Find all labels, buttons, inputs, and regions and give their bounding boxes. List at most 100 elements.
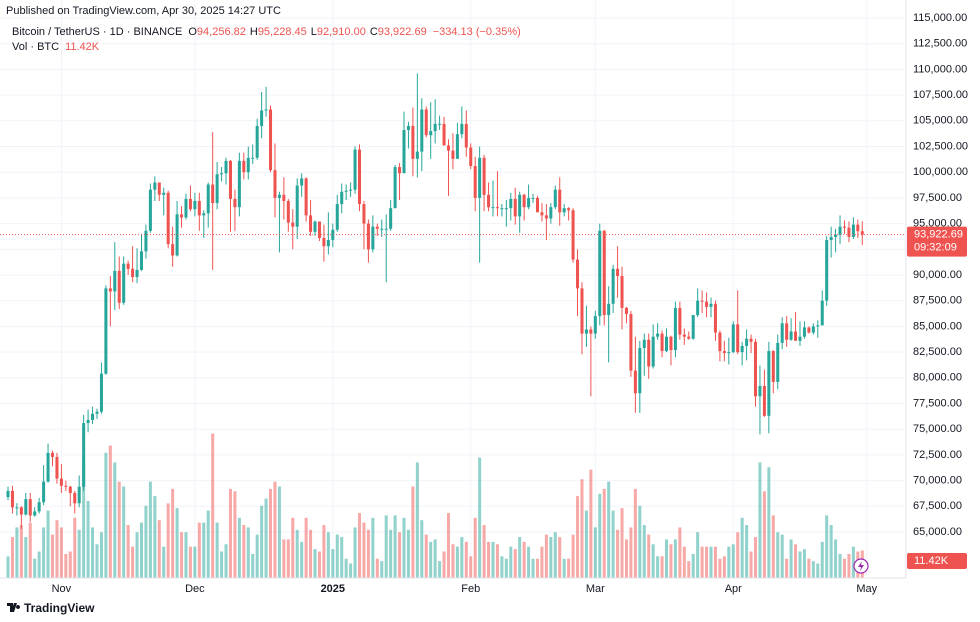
candle-body	[139, 251, 144, 270]
candle-body	[696, 300, 700, 316]
candle-body	[277, 194, 281, 198]
candle-body	[807, 327, 811, 333]
volume-value: 11.42K	[65, 41, 100, 53]
candle-body	[86, 419, 90, 424]
candle-body	[375, 226, 379, 229]
candle-body	[487, 194, 491, 208]
candle-body	[509, 198, 513, 209]
price-badge	[907, 226, 967, 257]
candle-body	[616, 268, 620, 277]
volume-bar	[246, 527, 250, 578]
candle-body	[144, 230, 148, 252]
candle-body	[495, 207, 499, 209]
candle-body	[504, 208, 508, 210]
volume-bar	[335, 534, 339, 578]
candle-body	[384, 228, 388, 230]
volume-bar	[99, 532, 103, 578]
x-tick-label: Feb	[461, 583, 480, 595]
candle-body	[665, 336, 669, 352]
candle-body	[424, 109, 428, 136]
candle-body	[104, 288, 108, 374]
volume-bar	[709, 546, 713, 578]
volume-bar	[117, 481, 121, 578]
volume-bar	[220, 551, 224, 578]
volume-bar	[277, 486, 281, 578]
volume-bar	[504, 558, 508, 578]
x-tick-label: 2025	[321, 583, 345, 595]
candle-body	[491, 207, 495, 209]
volume-bar	[362, 522, 366, 578]
volume-bar	[584, 510, 588, 578]
volume-bar	[349, 563, 353, 578]
volume-bar	[202, 522, 206, 578]
legend-key: O	[188, 26, 197, 38]
candle-body	[482, 157, 486, 195]
alert-icon[interactable]	[853, 558, 869, 574]
volume-bar	[482, 525, 486, 578]
volume-bar	[300, 541, 304, 578]
candle-body	[10, 490, 14, 508]
volume-bar	[602, 488, 606, 578]
y-tick-label: 112,500.00	[913, 38, 967, 50]
volume-bar	[629, 527, 633, 578]
volume-bar	[531, 558, 535, 578]
volume-bar	[838, 553, 842, 578]
candle-body	[19, 507, 23, 515]
volume-bar	[451, 544, 455, 578]
candle-body	[331, 229, 335, 241]
candle-body	[313, 221, 317, 232]
volume-bar	[651, 544, 655, 578]
legend-value: 94,256.82	[197, 26, 246, 38]
y-tick-label: 95,000.00	[913, 218, 962, 230]
candle-body	[162, 192, 166, 195]
volume-legend: Vol · BTC 11.42K	[12, 41, 100, 53]
y-tick-label: 70,000.00	[913, 475, 962, 487]
legend-key: H	[250, 26, 258, 38]
volume-bar	[491, 541, 495, 578]
volume-bar	[665, 539, 669, 578]
y-tick-label: 67,500.00	[913, 500, 962, 512]
legend-value: 95,228.45	[258, 26, 307, 38]
candle-body	[856, 224, 860, 232]
volume-bar	[593, 527, 597, 578]
candle-body	[829, 236, 833, 241]
candle-body	[522, 194, 526, 208]
volume-bar	[291, 517, 295, 578]
candle-body	[740, 345, 744, 353]
candle-body	[647, 339, 651, 367]
volume-bar	[406, 529, 410, 578]
candle-body	[460, 123, 464, 135]
volume-bar	[522, 541, 526, 578]
candle-body	[108, 288, 112, 292]
volume-bar	[77, 529, 81, 578]
volume-bar	[727, 546, 731, 578]
candle-body	[420, 109, 424, 152]
volume-bar	[789, 539, 793, 578]
volume-bar	[304, 517, 308, 578]
volume-bar	[571, 534, 575, 578]
candle-body	[264, 109, 268, 111]
candle-body	[24, 499, 28, 515]
candle-body	[366, 223, 370, 250]
candle-body	[415, 151, 419, 159]
volume-bar	[798, 551, 802, 578]
volume-bar	[389, 529, 393, 578]
candle-body	[251, 157, 255, 159]
volume-bar	[736, 532, 740, 578]
volume-bar	[851, 546, 855, 578]
candle-body	[255, 125, 259, 158]
candle-body	[816, 325, 820, 327]
candle-body	[473, 166, 477, 198]
volume-bar	[193, 546, 197, 578]
candle-body	[99, 373, 103, 412]
y-tick-label: 85,000.00	[913, 320, 962, 332]
volume-bar	[820, 541, 824, 578]
candle-body	[602, 230, 606, 316]
volume-bar	[126, 525, 130, 578]
candle-body	[584, 329, 588, 334]
volume-bar	[847, 553, 851, 578]
candle-body	[59, 478, 63, 486]
candle-body	[851, 224, 855, 237]
candle-body	[629, 314, 633, 371]
countdown: 09:32:09	[914, 242, 957, 254]
